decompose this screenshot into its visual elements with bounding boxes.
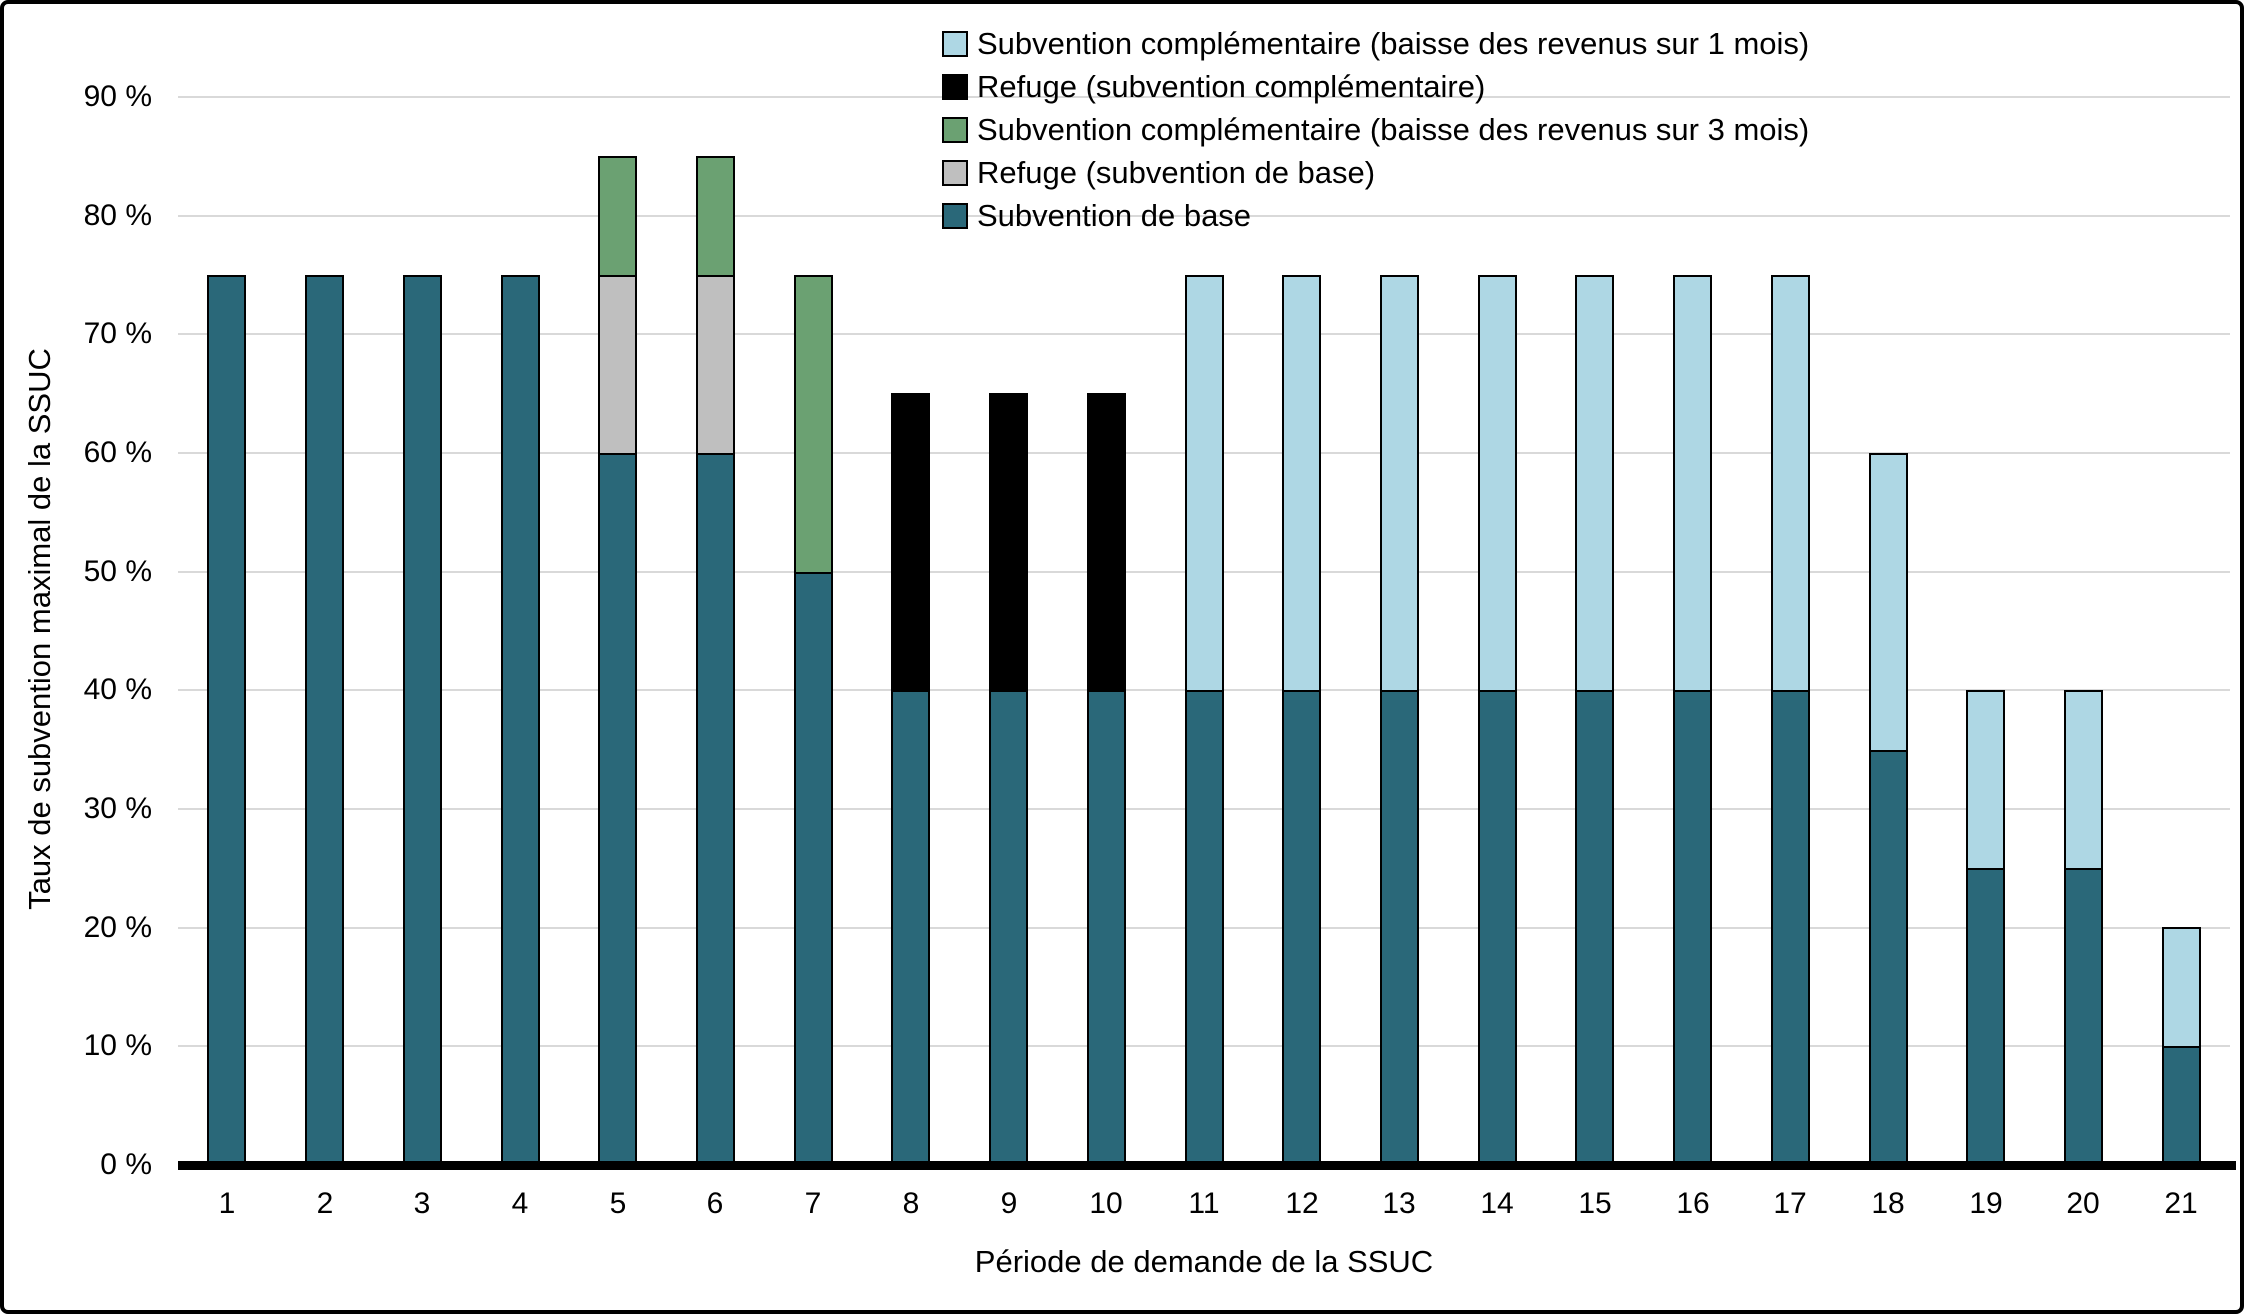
bar-segment-comp_1mois-period-15 [1575,275,1614,692]
bar-segment-base-period-1 [207,275,246,1165]
legend-item-comp_3mois: Subvention complémentaire (baisse des re… [942,108,1809,151]
bar-segment-comp_1mois-period-17 [1771,275,1810,692]
x-tick-label: 14 [1480,1187,1514,1220]
legend-label: Refuge (subvention de base) [977,155,1376,190]
legend-swatch-comp_3mois [942,116,968,143]
bar-segment-comp_3mois-period-7 [794,275,833,574]
y-tick-label: 80 % [83,199,152,232]
bar-segment-refuge_comp-period-9 [989,393,1028,692]
x-tick-label: 6 [706,1187,724,1220]
bar-segment-base-period-7 [794,572,833,1165]
bar-segment-comp_1mois-period-20 [2064,690,2103,870]
gridline [178,96,2230,98]
x-tick-label: 7 [804,1187,822,1220]
bar-segment-comp_3mois-period-6 [696,156,735,277]
y-tick-label: 10 % [83,1029,152,1062]
x-tick-label: 1 [218,1187,236,1220]
legend-swatch-refuge_comp [942,73,968,100]
legend: Subvention complémentaire (baisse des re… [942,22,1809,237]
bar-segment-base-period-10 [1087,690,1126,1165]
x-axis-title: Période de demande de la SSUC [974,1244,1434,1279]
bar-segment-refuge_base-period-6 [696,275,735,455]
legend-swatch-base [942,202,968,229]
bar-segment-refuge_comp-period-10 [1087,393,1126,692]
legend-swatch-refuge_base [942,159,968,186]
legend-item-refuge_base: Refuge (subvention de base) [942,151,1809,194]
y-axis-title: Taux de subvention maximal de la SSUC [22,348,57,910]
legend-label: Subvention complémentaire (baisse des re… [977,112,1810,147]
y-tick-label: 30 % [83,792,152,825]
bar-segment-base-period-6 [696,453,735,1165]
bar-segment-comp_1mois-period-18 [1869,453,1908,752]
bar-segment-base-period-9 [989,690,1028,1165]
bar-segment-base-period-18 [1869,750,1908,1165]
x-tick-label: 11 [1188,1187,1220,1220]
bar-segment-comp_3mois-period-5 [598,156,637,277]
y-tick-label: 20 % [83,911,152,944]
bar-segment-comp_1mois-period-21 [2162,927,2201,1048]
x-tick-label: 8 [902,1187,920,1220]
legend-label: Subvention de base [977,198,1252,233]
bar-segment-base-period-17 [1771,690,1810,1165]
x-tick-label: 18 [1871,1187,1905,1220]
bar-segment-refuge_comp-period-8 [891,393,930,692]
bar-segment-comp_1mois-period-16 [1673,275,1712,692]
bar-segment-base-period-2 [305,275,344,1165]
x-tick-label: 10 [1089,1187,1123,1220]
y-tick-label: 70 % [83,317,152,350]
x-tick-label: 17 [1773,1187,1807,1220]
bar-segment-base-period-5 [598,453,637,1165]
x-tick-label: 3 [413,1187,431,1220]
bar-segment-base-period-13 [1380,690,1419,1165]
bar-segment-base-period-11 [1185,690,1224,1165]
bar-segment-comp_1mois-period-12 [1282,275,1321,692]
x-tick-label: 21 [2164,1187,2198,1220]
bar-segment-base-period-20 [2064,868,2103,1165]
x-axis-line [178,1161,2236,1170]
x-tick-label: 4 [511,1187,529,1220]
bar-segment-comp_1mois-period-13 [1380,275,1419,692]
gridline [178,215,2230,217]
legend-item-base: Subvention de base [942,194,1809,237]
legend-item-comp_1mois: Subvention complémentaire (baisse des re… [942,22,1809,65]
legend-label: Refuge (subvention complémentaire) [977,69,1486,104]
bar-segment-base-period-21 [2162,1046,2201,1165]
y-tick-label: 50 % [83,555,152,588]
y-tick-label: 40 % [83,673,152,706]
bar-segment-base-period-16 [1673,690,1712,1165]
legend-label: Subvention complémentaire (baisse des re… [977,26,1810,61]
x-tick-label: 20 [2066,1187,2100,1220]
bar-segment-base-period-12 [1282,690,1321,1165]
x-tick-label: 5 [609,1187,627,1220]
x-tick-label: 16 [1676,1187,1710,1220]
legend-item-refuge_comp: Refuge (subvention complémentaire) [942,65,1809,108]
bar-segment-base-period-19 [1966,868,2005,1165]
x-tick-label: 15 [1578,1187,1612,1220]
bar-segment-comp_1mois-period-19 [1966,690,2005,870]
bar-segment-base-period-8 [891,690,930,1165]
y-tick-label: 90 % [83,80,152,113]
x-tick-label: 2 [316,1187,334,1220]
bar-segment-base-period-14 [1478,690,1517,1165]
bar-segment-refuge_base-period-5 [598,275,637,455]
bar-segment-base-period-15 [1575,690,1614,1165]
legend-swatch-comp_1mois [942,30,968,57]
x-tick-label: 9 [1000,1187,1018,1220]
bar-segment-base-period-4 [501,275,540,1165]
bar-segment-comp_1mois-period-14 [1478,275,1517,692]
x-tick-label: 19 [1969,1187,2003,1220]
x-tick-label: 12 [1285,1187,1319,1220]
y-tick-label: 60 % [83,436,152,469]
x-tick-label: 13 [1382,1187,1416,1220]
y-tick-label: 0 % [100,1148,152,1181]
bar-segment-base-period-3 [403,275,442,1165]
plot-area [178,96,2230,1165]
bar-segment-comp_1mois-period-11 [1185,275,1224,692]
